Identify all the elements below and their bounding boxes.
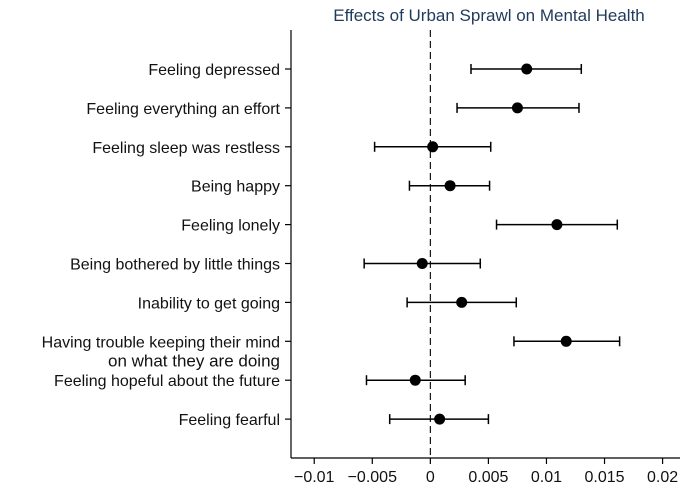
y-category-label-line: Feeling fearful	[179, 412, 280, 429]
point-estimate	[521, 63, 533, 75]
y-category-label: Feeling everything an effort	[86, 101, 280, 118]
point-estimate	[427, 141, 439, 153]
y-category-label: Feeling sleep was restless	[92, 140, 280, 157]
estimate-series	[363, 63, 621, 425]
y-category-label: Feeling lonely	[181, 218, 280, 235]
y-category-label-line: Feeling lonely	[181, 218, 280, 235]
x-axis-ticks: −0.01 −0.005 0 0.005 0.01 0.015 0.02	[294, 458, 678, 486]
chart-title: Effects of Urban Sprawl on Mental Health	[333, 6, 645, 25]
y-category-label: Feeling depressed	[148, 62, 280, 79]
x-tick-label: 0.01	[531, 469, 562, 486]
y-category-label-line: Having trouble keeping their mind	[42, 334, 280, 351]
point-estimate	[444, 180, 456, 192]
y-category-label-line: Inability to get going	[138, 295, 280, 312]
point-estimate	[551, 219, 563, 231]
point-estimate	[416, 258, 428, 269]
x-tick-label: −0.005	[348, 469, 397, 486]
y-category-label-line: Feeling depressed	[148, 62, 280, 79]
point-estimate	[434, 413, 446, 425]
x-tick-label: 0.005	[468, 469, 508, 486]
y-category-label: Having trouble keeping their mind on what…	[42, 334, 280, 370]
y-category-label-line: Being happy	[191, 179, 280, 196]
y-category-label-line: on what they are doing	[108, 351, 280, 370]
point-estimate	[511, 102, 523, 114]
y-category-label-line: Being bothered by little things	[70, 257, 280, 274]
y-category-label: Feeling fearful	[179, 412, 280, 429]
point-estimate	[560, 335, 572, 347]
y-category-label-line: Feeling everything an effort	[86, 101, 280, 118]
x-tick-label: 0.02	[647, 469, 678, 486]
y-category-label: Feeling hopeful about the future	[54, 373, 280, 390]
y-category-label: Being bothered by little things	[70, 257, 280, 274]
point-estimate	[409, 374, 421, 386]
y-category-label-line: Feeling hopeful about the future	[54, 373, 280, 390]
y-category-label: Inability to get going	[138, 295, 280, 312]
y-category-label: Being happy	[191, 179, 280, 196]
x-tick-label: −0.01	[294, 469, 335, 486]
point-estimate	[456, 296, 468, 308]
x-tick-label: 0.015	[584, 469, 624, 486]
y-category-label-line: Feeling sleep was restless	[92, 140, 280, 157]
x-tick-label: 0	[426, 469, 435, 486]
y-tick-marks: Feeling depressed Feeling everything an e…	[42, 62, 291, 429]
